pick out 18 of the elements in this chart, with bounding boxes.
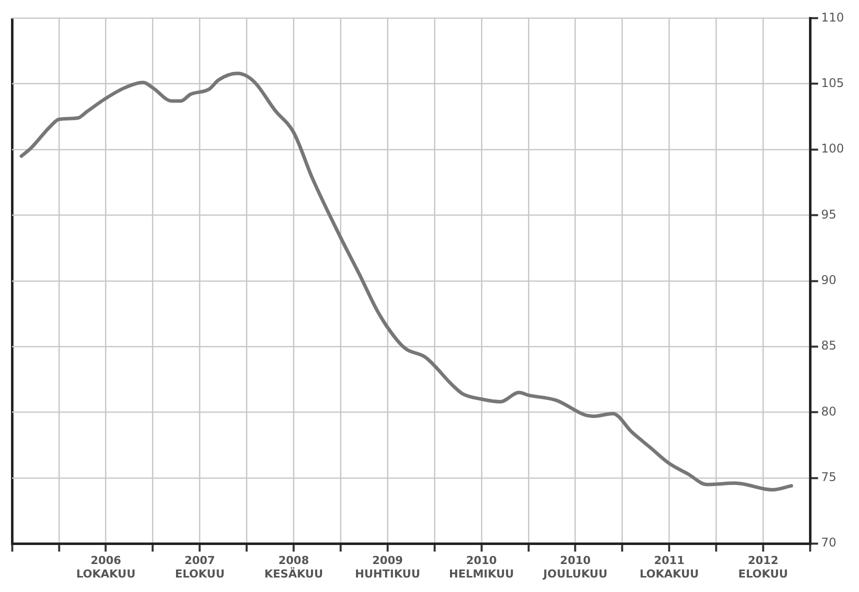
y-tick-label: 85: [821, 338, 836, 353]
x-tick-label: 2010 JOULUKUU: [542, 554, 608, 580]
y-tick-label: 75: [821, 470, 836, 484]
y-tick-label: 100: [821, 142, 844, 156]
y-tick-label: 110: [821, 10, 844, 24]
y-tick-label: 105: [821, 76, 844, 90]
x-tick-label: 2007 ELOKUU: [174, 554, 225, 580]
x-tick-label: 2011 LOKAKUU: [640, 554, 699, 580]
x-tick-label: 2012 ELOKUU: [738, 554, 788, 580]
y-tick-label: 70: [821, 536, 836, 550]
y-tick-label: 80: [821, 404, 836, 418]
x-tick-label: 2006 LOKAKUU: [76, 554, 136, 580]
line-series: [20, 72, 794, 492]
x-tick-label: 2008 KESÄKUU: [264, 554, 324, 580]
x-tick-label: 2010 HELMIKUU: [448, 554, 514, 580]
y-tick-label: 90: [821, 273, 836, 288]
y-tick-label: 95: [821, 207, 836, 222]
x-tick-label: 2009 HUHTIKUU: [355, 554, 420, 580]
